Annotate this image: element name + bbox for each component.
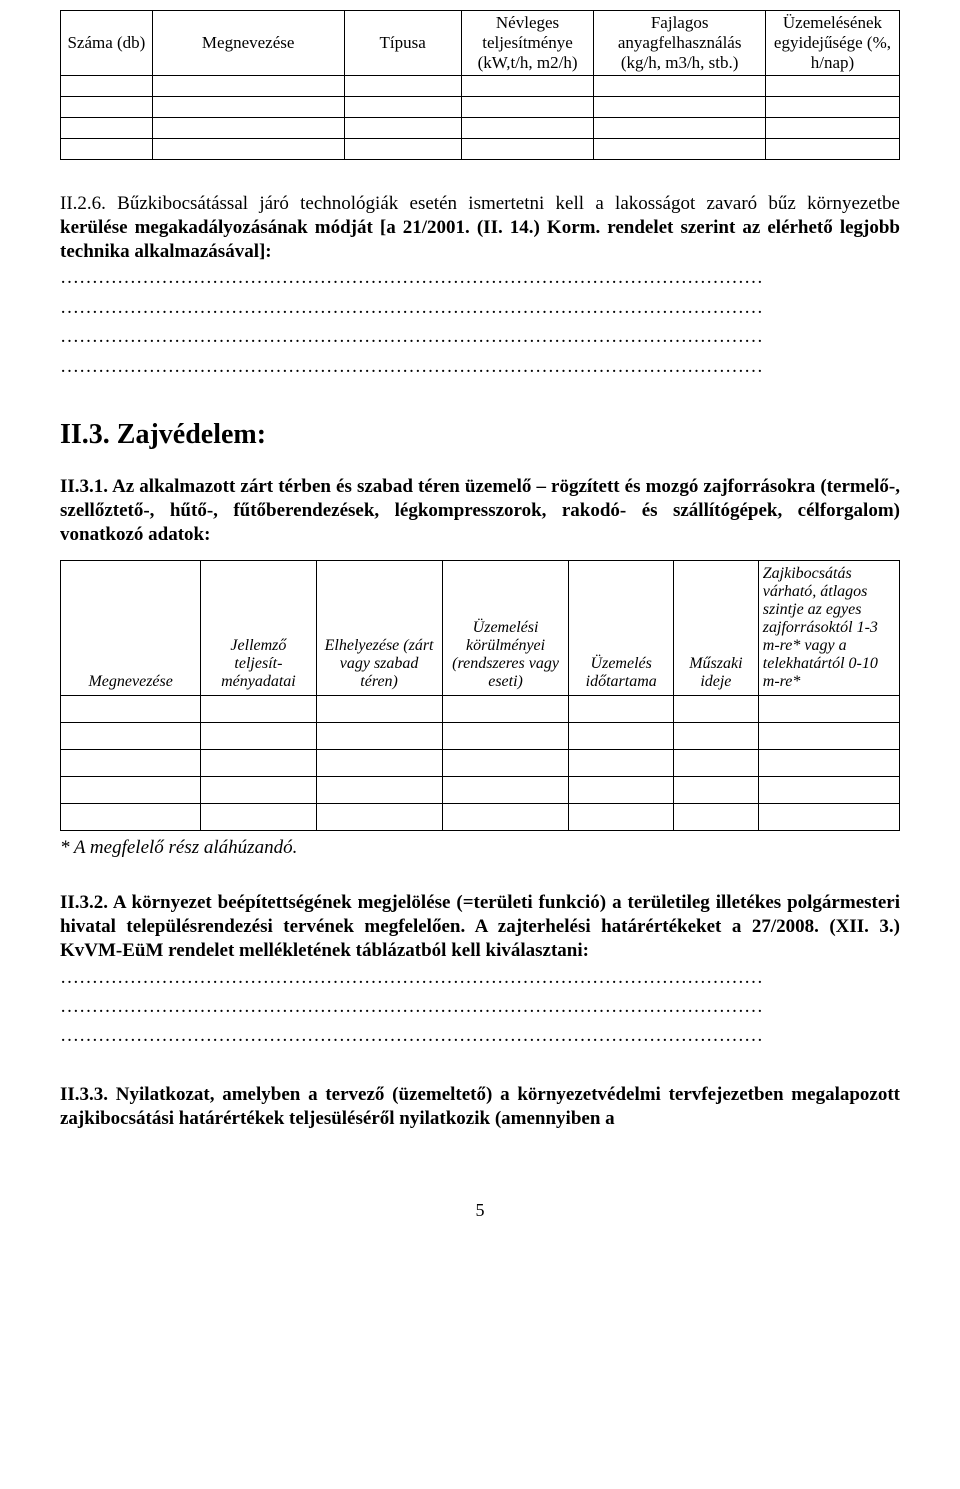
table-row (61, 696, 900, 723)
t2-col-megnevezese: Megnevezése (61, 561, 201, 696)
t2-col-jellemzo: Jellemző teljesít-ményadatai (201, 561, 316, 696)
t2-col-muszaki: Műszaki ideje (673, 561, 758, 696)
table-row (61, 804, 900, 831)
dotted-line: ………………………………………………………………………………………………… (60, 293, 900, 322)
paragraph-ii32: II.3.2. A környezet beépítettségének meg… (60, 891, 900, 962)
table-row (61, 777, 900, 804)
document-page: Száma (db) Megnevezése Típusa Névleges t… (0, 0, 960, 1261)
dotted-line: ………………………………………………………………………………………………… (60, 992, 900, 1021)
t1-col-tipusa: Típusa (344, 11, 461, 76)
paragraph-ii26: II.2.6. Bűzkibocsátással járó technológi… (60, 192, 900, 263)
t1-col-uzemeles: Üzemelésének egyidejűsége (%, h/nap) (765, 11, 899, 76)
table-teljesitmenyek: Száma (db) Megnevezése Típusa Névleges t… (60, 10, 900, 160)
dotted-line: ………………………………………………………………………………………………… (60, 322, 900, 351)
paragraph-ii31-text: II.3.1. Az alkalmazott zárt térben és sz… (60, 476, 900, 545)
paragraph-ii26-bold: kerülése megakadályozásának módját [a 21… (60, 217, 900, 262)
paragraph-ii33-text: II.3.3. Nyilatkozat, amelyben a tervező … (60, 1084, 900, 1129)
t1-col-szama: Száma (db) (61, 11, 153, 76)
t2-col-elhelyezese: Elhelyezése (zárt vagy szabad téren) (316, 561, 442, 696)
paragraph-ii32-text: II.3.2. A környezet beépítettségének meg… (60, 892, 900, 961)
t2-col-zajkibocsatas: Zajkibocsátás várható, átlagos szintje a… (758, 561, 899, 696)
table-row (61, 118, 900, 139)
table-row (61, 76, 900, 97)
t1-col-fajlagos: Fajlagos anyagfelhasználás (kg/h, m3/h, … (594, 11, 766, 76)
dotted-line: ………………………………………………………………………………………………… (60, 352, 900, 381)
dotted-line: ………………………………………………………………………………………………… (60, 963, 900, 992)
table2-footnote: * A megfelelő rész aláhúzandó. (60, 837, 900, 859)
paragraph-ii31: II.3.1. Az alkalmazott zárt térben és sz… (60, 475, 900, 546)
page-number: 5 (60, 1200, 900, 1221)
paragraph-ii33: II.3.3. Nyilatkozat, amelyben a tervező … (60, 1083, 900, 1131)
t1-col-nevleges: Névleges teljesítménye (kW,t/h, m2/h) (461, 11, 594, 76)
table-row (61, 97, 900, 118)
table-row (61, 750, 900, 777)
table-zajforrasok: Megnevezése Jellemző teljesít-ményadatai… (60, 560, 900, 831)
t2-col-uzemelesi: Üzemelési körülményei (rendszeres vagy e… (442, 561, 569, 696)
table-row (61, 723, 900, 750)
heading-ii3: II.3. Zajvédelem: (60, 419, 900, 451)
dotted-line: ………………………………………………………………………………………………… (60, 1021, 900, 1050)
t2-col-idotartam: Üzemelés időtartama (569, 561, 673, 696)
table-row (61, 139, 900, 160)
t1-col-megnevezese: Megnevezése (152, 11, 344, 76)
dotted-line: ………………………………………………………………………………………………… (60, 263, 900, 292)
paragraph-ii26-line1: II.2.6. Bűzkibocsátással járó technológi… (60, 193, 900, 214)
